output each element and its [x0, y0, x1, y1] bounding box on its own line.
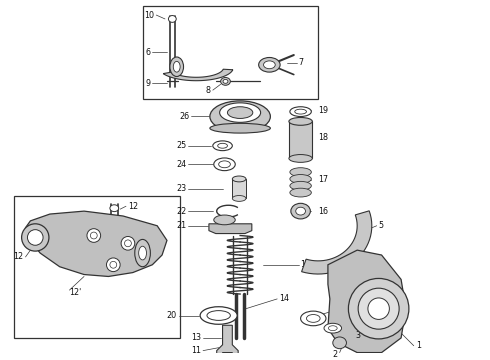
Ellipse shape [290, 181, 311, 190]
Text: 19: 19 [318, 106, 328, 115]
Text: 13: 13 [191, 333, 201, 342]
Ellipse shape [232, 195, 246, 201]
Text: 12': 12' [70, 288, 82, 297]
Bar [232, 179, 246, 198]
Text: 18: 18 [318, 134, 328, 143]
Bar [14, 197, 180, 338]
Ellipse shape [289, 154, 312, 162]
Ellipse shape [290, 168, 311, 176]
Ellipse shape [22, 224, 49, 251]
Text: 21: 21 [176, 221, 187, 230]
Polygon shape [209, 224, 252, 234]
Ellipse shape [324, 323, 342, 333]
Polygon shape [25, 211, 167, 276]
Ellipse shape [110, 261, 117, 268]
Text: 12: 12 [13, 252, 24, 261]
Polygon shape [328, 250, 406, 352]
Text: 4: 4 [333, 307, 338, 316]
Ellipse shape [170, 57, 184, 77]
Text: 23: 23 [176, 184, 187, 193]
Bar [143, 6, 318, 99]
Ellipse shape [223, 80, 228, 83]
Text: 26: 26 [179, 112, 190, 121]
Ellipse shape [169, 15, 176, 22]
Ellipse shape [200, 307, 237, 324]
Ellipse shape [207, 311, 230, 320]
Ellipse shape [289, 117, 312, 125]
Ellipse shape [264, 61, 275, 69]
Ellipse shape [306, 315, 320, 322]
Ellipse shape [291, 203, 310, 219]
Ellipse shape [124, 240, 131, 247]
Polygon shape [301, 211, 372, 274]
Polygon shape [217, 325, 238, 357]
Ellipse shape [295, 109, 306, 114]
Text: 3: 3 [355, 332, 360, 341]
Ellipse shape [218, 143, 227, 148]
Ellipse shape [290, 188, 311, 197]
Text: 9: 9 [145, 79, 150, 88]
Ellipse shape [290, 175, 311, 183]
Ellipse shape [210, 101, 270, 132]
Ellipse shape [219, 161, 230, 168]
Ellipse shape [290, 107, 311, 117]
Text: 7: 7 [298, 58, 304, 67]
Ellipse shape [348, 278, 409, 339]
Ellipse shape [220, 103, 261, 122]
Ellipse shape [27, 230, 43, 245]
Text: 12: 12 [128, 202, 138, 211]
Ellipse shape [121, 237, 135, 250]
Text: 6: 6 [146, 48, 150, 57]
Text: 5: 5 [379, 221, 384, 230]
Ellipse shape [328, 326, 337, 330]
Text: 17: 17 [318, 175, 328, 184]
Ellipse shape [210, 123, 270, 133]
Ellipse shape [232, 176, 246, 182]
Ellipse shape [358, 288, 399, 329]
Ellipse shape [220, 77, 230, 85]
Text: 25: 25 [176, 141, 187, 150]
Text: 22: 22 [176, 207, 187, 216]
Text: 15: 15 [300, 260, 311, 269]
Text: 10: 10 [144, 10, 154, 19]
Ellipse shape [106, 258, 120, 271]
Text: 16: 16 [318, 207, 328, 216]
Ellipse shape [213, 141, 232, 150]
Text: 20: 20 [167, 311, 177, 320]
Ellipse shape [296, 207, 305, 215]
Ellipse shape [259, 58, 280, 72]
Text: 24: 24 [176, 160, 187, 169]
Ellipse shape [368, 298, 390, 319]
Ellipse shape [110, 205, 119, 212]
Ellipse shape [227, 107, 253, 118]
Text: 8: 8 [206, 86, 211, 95]
Text: 14: 14 [279, 294, 289, 303]
Text: 11: 11 [191, 346, 201, 355]
Ellipse shape [135, 239, 150, 267]
Ellipse shape [90, 232, 97, 239]
Text: 2: 2 [333, 350, 338, 359]
Ellipse shape [333, 337, 346, 349]
Ellipse shape [139, 246, 147, 260]
Polygon shape [163, 69, 233, 81]
Ellipse shape [87, 229, 100, 242]
Text: 1: 1 [416, 341, 421, 350]
Ellipse shape [214, 215, 235, 225]
Bar [289, 121, 312, 158]
Ellipse shape [173, 62, 180, 72]
Ellipse shape [214, 158, 235, 171]
Ellipse shape [300, 311, 326, 326]
